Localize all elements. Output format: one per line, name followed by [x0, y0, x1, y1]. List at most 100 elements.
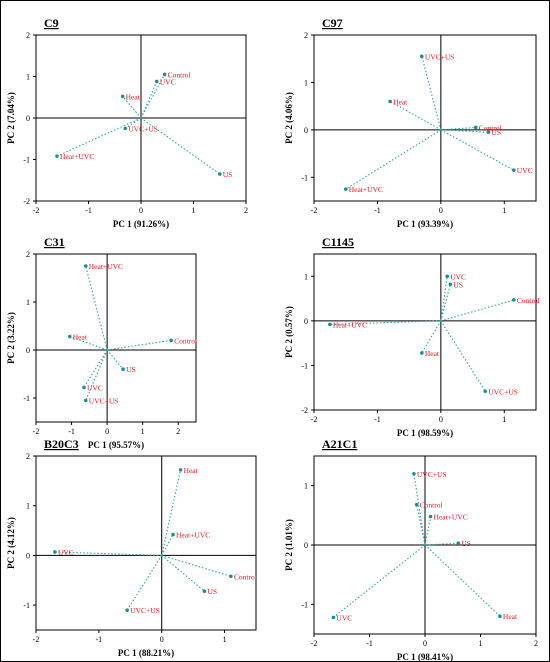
x-tick-label: 1 — [502, 415, 506, 424]
point-label-heat-uvc: Heat+UVC — [333, 320, 367, 329]
x-tick-label: -2 — [311, 206, 318, 215]
data-point-control — [414, 502, 419, 507]
point-label-uvc: UVC — [160, 77, 176, 86]
y-axis-label: PC 2 (3.22%) — [6, 312, 16, 364]
x-tick-label: 1 — [192, 206, 196, 215]
y-tick-label: -1 — [301, 361, 308, 370]
chart-title: C1145 — [322, 235, 354, 249]
point-label-heat-uvc: Heat+UVC — [176, 531, 210, 540]
y-tick-label: -1 — [23, 601, 30, 610]
plot-area — [35, 253, 197, 423]
data-point-uvc-us — [83, 398, 88, 403]
chart-title: C9 — [44, 16, 59, 30]
loading-vector-uvc — [54, 551, 162, 556]
x-tick-label: 0 — [423, 639, 427, 648]
loading-vector-heat-uvc — [85, 265, 108, 351]
point-label-uvc: UVC — [336, 613, 352, 622]
loading-vector-heat — [389, 100, 442, 131]
point-label-us: US — [453, 280, 463, 289]
point-label-heat: Heat — [73, 333, 88, 342]
x-tick-label: 0 — [439, 415, 443, 424]
x-tick-label: -2 — [311, 639, 318, 648]
x-tick-label: 1 — [223, 635, 227, 644]
chart-title: C97 — [322, 16, 343, 30]
point-label-heat-uvc: Heat+UVC — [434, 513, 468, 522]
plot-area — [313, 253, 537, 411]
loading-vector-uvc-us — [421, 56, 442, 130]
x-tick-label: 1 — [502, 206, 506, 215]
point-label-control: Control — [479, 123, 502, 132]
point-label-uvc: UVC — [87, 383, 103, 392]
data-point-control — [162, 72, 167, 77]
point-label-us: US — [207, 587, 217, 596]
y-tick-label: -1 — [301, 173, 308, 182]
data-point-uvc-us — [420, 54, 424, 59]
data-point-uvc — [53, 550, 57, 554]
y-tick-label: 1 — [26, 502, 30, 511]
point-label-control: Control — [174, 336, 197, 345]
loading-vector-control — [140, 74, 166, 119]
y-tick-label: -1 — [23, 156, 30, 165]
data-point-heat — [178, 468, 183, 472]
data-point-heat — [388, 99, 392, 104]
loading-vector-uvc — [440, 276, 448, 321]
data-point-us — [121, 367, 125, 372]
loading-vector-us — [440, 284, 451, 321]
loading-vector-us — [106, 349, 124, 370]
y-tick-label: 2 — [26, 31, 30, 40]
point-label-heat: Heat — [393, 97, 408, 106]
point-label-uvc: UVC — [517, 166, 533, 175]
chart-title: B20C3 — [44, 437, 79, 451]
y-axis-label: PC 2 (4.12%) — [6, 517, 16, 569]
data-point-uvc-us — [483, 389, 488, 394]
y-tick-label: 1 — [304, 272, 308, 281]
biplot-panel-a21c1: -2 -1 0 1 2 -1 0 1 A21C1 PC 1 (98.41%) PC 2 (1.01%… — [284, 437, 538, 662]
y-tick-label: 0 — [304, 317, 308, 326]
x-tick-label: -2 — [33, 427, 40, 436]
data-point-heat-uvc — [343, 187, 348, 191]
loading-vector-heat — [424, 544, 501, 617]
data-point-heat-uvc — [328, 322, 332, 327]
x-tick-label: -1 — [68, 427, 75, 436]
point-label-heat: Heat — [126, 92, 141, 101]
data-point-uvc — [445, 274, 450, 279]
plot-area — [35, 455, 257, 631]
x-tick-label: 0 — [105, 427, 109, 436]
point-label-control: Control — [234, 572, 257, 581]
x-axis-label: PC 1 (98.41%) — [397, 652, 453, 662]
point-label-heat: Heat — [503, 612, 518, 621]
data-point-us — [486, 130, 491, 135]
loading-vector-uvc-us — [440, 320, 486, 392]
y-axis-label: PC 2 (1.01%) — [284, 519, 294, 571]
y-tick-label: 0 — [26, 114, 30, 123]
loading-vector-control — [416, 504, 426, 546]
x-tick-label: 2 — [534, 639, 538, 648]
data-point-uvc — [154, 79, 159, 84]
loading-vector-heat — [421, 320, 442, 354]
point-label-uvc-us: UVC+US — [130, 606, 160, 615]
point-label-heat-uvc: Heat+UVC — [60, 152, 94, 161]
loading-vector-uvc-us — [413, 473, 426, 546]
loading-vector-uvc — [140, 81, 158, 119]
biplot-panel-c1145: -2 -1 0 1 -2 -1 0 1 C1145 PC 1 (98.59%) PC 2 (0.57… — [284, 235, 540, 438]
loading-vector-us — [161, 555, 205, 592]
x-tick-label: -1 — [374, 415, 381, 424]
x-tick-label: 2 — [176, 427, 180, 436]
chart-title: C31 — [44, 235, 65, 249]
loading-vector-us — [140, 117, 221, 175]
loading-vector-heat-uvc — [56, 117, 142, 157]
loading-vector-heat — [161, 469, 182, 556]
loading-vector-control — [440, 299, 514, 322]
biplot-panel-c9: -2 -1 0 1 2 -2 -1 0 1 2 C9 PC 1 (91.26%) PC 2 (7.04%… — [6, 16, 248, 229]
x-axis-label: PC 1 (88.21%) — [118, 648, 174, 658]
y-tick-label: 2 — [26, 250, 30, 259]
y-tick-label: 2 — [26, 452, 30, 461]
y-tick-label: 1 — [304, 78, 308, 87]
point-label-uvc-us: UVC+US — [425, 52, 455, 61]
x-tick-label: 1 — [479, 639, 483, 648]
x-tick-label: -2 — [311, 415, 318, 424]
point-label-us: US — [461, 539, 471, 548]
point-label-control: Control — [420, 501, 443, 510]
point-label-uvc-us: UVC+US — [89, 396, 119, 405]
